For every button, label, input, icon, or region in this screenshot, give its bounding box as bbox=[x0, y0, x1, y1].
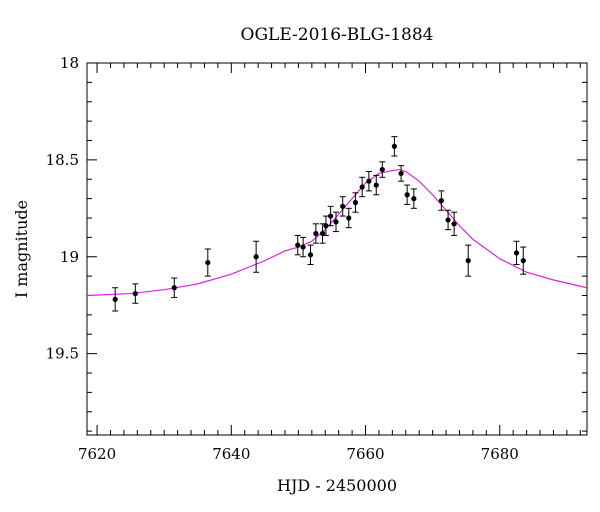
data-point bbox=[410, 188, 417, 209]
data-marker bbox=[451, 221, 457, 227]
data-marker bbox=[205, 259, 211, 266]
data-point bbox=[352, 192, 359, 213]
data-marker bbox=[319, 230, 326, 237]
data-point bbox=[513, 240, 520, 265]
data-point bbox=[253, 240, 260, 273]
data-point bbox=[171, 277, 178, 298]
chart-title: OGLE-2016-BLG-1884 bbox=[241, 25, 434, 45]
data-point bbox=[332, 211, 339, 233]
x-tick-label: 7680 bbox=[481, 445, 519, 463]
data-marker bbox=[295, 242, 301, 248]
x-tick-labels: 7620 7640 7660 7680 bbox=[78, 445, 519, 463]
data-marker bbox=[398, 170, 404, 177]
data-point bbox=[359, 176, 366, 198]
data-point bbox=[391, 136, 398, 157]
data-point bbox=[319, 223, 326, 244]
data-marker bbox=[366, 178, 372, 184]
data-point bbox=[445, 209, 452, 231]
data-point bbox=[204, 248, 211, 277]
data-points bbox=[112, 136, 527, 312]
data-marker bbox=[300, 244, 306, 250]
axis-ticks bbox=[87, 62, 587, 435]
data-marker bbox=[379, 166, 385, 173]
data-point bbox=[112, 287, 119, 312]
data-point bbox=[327, 205, 334, 227]
data-marker bbox=[328, 213, 334, 219]
data-point bbox=[398, 165, 405, 182]
data-point bbox=[520, 246, 527, 275]
data-marker bbox=[465, 258, 471, 264]
data-marker bbox=[352, 199, 359, 206]
data-point bbox=[379, 161, 386, 178]
y-tick-label: 18 bbox=[60, 54, 79, 72]
data-point bbox=[373, 174, 380, 196]
data-marker bbox=[373, 182, 379, 188]
data-marker bbox=[520, 258, 526, 264]
data-point bbox=[404, 184, 411, 205]
data-point bbox=[339, 196, 346, 217]
plot-frame bbox=[86, 62, 588, 436]
y-axis-label: I magnitude bbox=[12, 200, 31, 298]
data-marker bbox=[411, 196, 417, 202]
data-marker bbox=[132, 290, 138, 297]
data-marker bbox=[346, 215, 352, 221]
x-axis-label: HJD - 2450000 bbox=[277, 476, 397, 495]
y-tick-label: 19 bbox=[60, 248, 79, 266]
y-tick-labels: 18 18.5 19 19.5 bbox=[46, 54, 79, 363]
data-point bbox=[322, 215, 329, 236]
data-marker bbox=[333, 219, 339, 225]
x-tick-label: 7620 bbox=[78, 445, 116, 463]
data-point bbox=[451, 211, 458, 236]
data-marker bbox=[307, 252, 314, 258]
data-point bbox=[438, 190, 445, 211]
data-marker bbox=[404, 192, 410, 198]
data-marker bbox=[438, 197, 444, 204]
data-point bbox=[132, 283, 139, 304]
y-tick-label: 18.5 bbox=[46, 151, 79, 169]
y-tick-label: 19.5 bbox=[46, 345, 79, 363]
model-curve bbox=[86, 168, 588, 297]
data-point bbox=[307, 244, 314, 265]
data-point bbox=[365, 171, 372, 192]
data-point bbox=[465, 244, 472, 277]
data-marker bbox=[391, 143, 397, 149]
data-marker bbox=[313, 230, 319, 237]
x-tick-label: 7640 bbox=[212, 445, 250, 463]
data-marker bbox=[323, 223, 329, 229]
data-marker bbox=[445, 217, 451, 223]
data-point bbox=[345, 207, 352, 229]
data-marker bbox=[112, 296, 118, 302]
data-marker bbox=[359, 184, 365, 190]
data-marker bbox=[171, 285, 177, 291]
data-point bbox=[294, 234, 301, 256]
data-marker bbox=[513, 250, 520, 256]
data-marker bbox=[253, 254, 259, 260]
x-tick-label: 7660 bbox=[346, 445, 384, 463]
data-point bbox=[300, 236, 307, 258]
data-marker bbox=[340, 203, 346, 209]
data-point bbox=[312, 223, 319, 244]
